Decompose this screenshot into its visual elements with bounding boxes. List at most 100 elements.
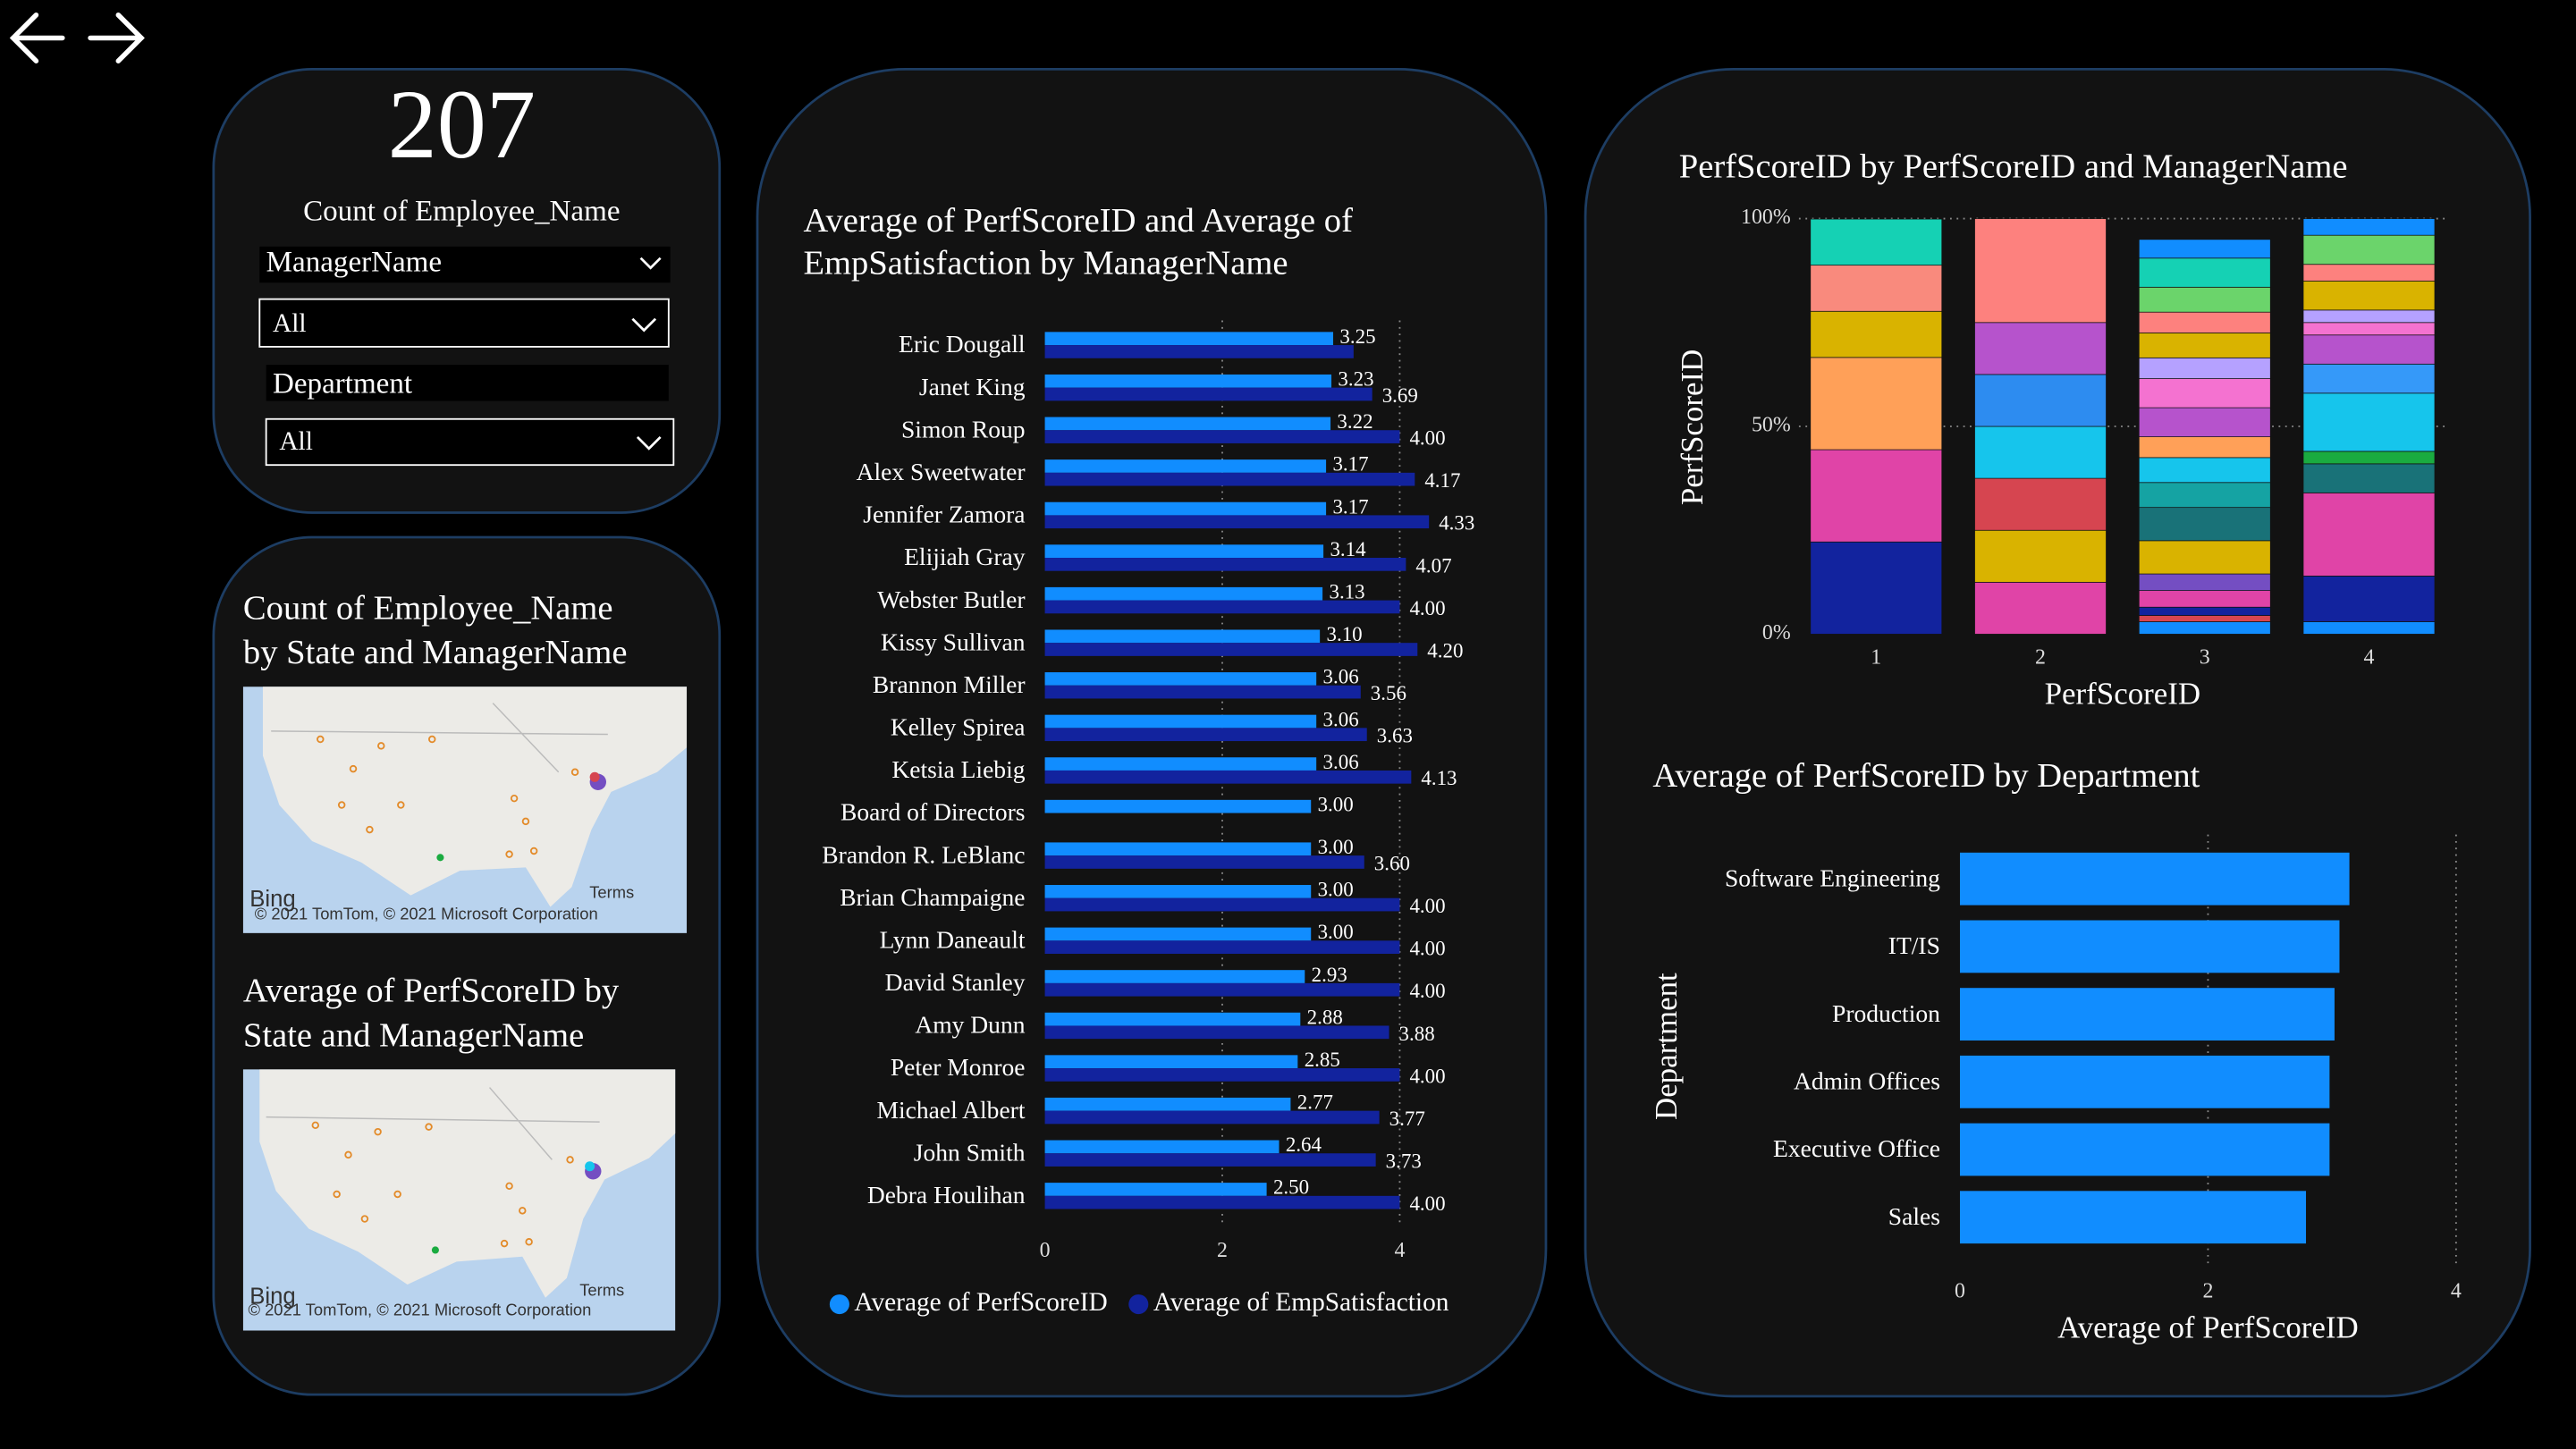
data-label: 4.17 [1424,469,1460,492]
y-tick-label: Brandon R. LeBlanc [822,840,1025,868]
bar-segment [1974,529,2107,583]
bar-segment [2138,239,2271,259]
chart-title: Average of PerfScoreID by Department [1652,757,2200,795]
data-label: 4.00 [1409,938,1445,960]
data-label: 3.17 [1332,495,1368,518]
data-label: 3.00 [1318,793,1354,815]
card-label: Count of Employee_Name [303,196,620,228]
data-label: 3.00 [1318,879,1354,901]
bar [1044,770,1412,784]
data-label: 3.60 [1374,852,1410,874]
x-axis-title: Average of PerfScoreID [2057,1310,2359,1345]
chart-title: Average of PerfScoreID and Average of [803,202,1353,240]
bar-segment [2138,621,2271,635]
map-terms[interactable]: Terms [589,883,634,902]
slicer-title: ManagerName [266,247,442,279]
y-tick-label: Kelley Spirea [891,713,1026,741]
bar [1044,970,1305,983]
bar-segment [2302,575,2436,622]
y-tick-label: 0% [1762,621,1791,644]
chevron[interactable] [639,257,662,270]
x-tick-label: 0 [1955,1280,1965,1303]
data-label: 2.85 [1305,1049,1340,1071]
bar [1959,988,2335,1041]
nav-forward[interactable] [88,12,145,63]
chevron[interactable] [631,317,657,333]
bar [1044,897,1400,912]
bar [1044,374,1332,388]
map-attribution: © 2021 TomTom, © 2021 Microsoft Corporat… [248,1300,591,1318]
bar [1044,472,1415,486]
x-tick-label: 2 [2202,1280,2213,1303]
map-title: Average of PerfScoreID by [243,973,620,1010]
bar-segment [2138,590,2271,608]
slicer-selection[interactable]: All [279,427,313,456]
bar [1044,586,1323,601]
bar [1959,1123,2330,1176]
panel [212,68,722,514]
data-label: 3.77 [1389,1108,1425,1130]
slicer-dropdown[interactable] [265,417,675,467]
chevron[interactable] [636,435,662,451]
data-label: 3.88 [1399,1023,1435,1045]
map-terms[interactable]: Terms [579,1280,624,1299]
data-label: 3.06 [1323,751,1359,773]
y-tick-label: Ketsia Liebig [891,755,1025,783]
bar [1044,842,1312,856]
x-tick-label: 2 [1217,1239,1228,1262]
data-label: 4.00 [1409,1065,1445,1087]
bar-segment [1974,374,2107,427]
bar [1044,544,1324,559]
data-label: 3.10 [1326,623,1362,645]
bar [1044,345,1354,358]
data-label: 3.63 [1377,725,1413,747]
bar [1044,1140,1280,1154]
legend-label: Average of PerfScoreID [854,1288,1107,1317]
bar-segment [2302,280,2436,311]
bar [1044,501,1327,516]
map-attribution: © 2021 TomTom, © 2021 Microsoft Corporat… [255,904,598,922]
bar [1044,927,1312,941]
bar-segment [2302,363,2436,394]
data-label: 3.73 [1386,1150,1422,1173]
bar [1044,417,1331,431]
slicer-dropdown[interactable] [258,298,670,348]
bar-segment [1974,477,2107,531]
bar [1044,1097,1291,1111]
bar [1959,1191,2307,1244]
bar-segment [2138,407,2271,438]
bar-segment [2302,309,2436,324]
chart-title: PerfScoreID by PerfScoreID and ManagerNa… [1679,147,2348,185]
bar-segment [2302,463,2436,493]
y-axis-title: Department [1649,973,1684,1120]
map-brand: Bing [249,887,295,912]
bar [1044,600,1400,614]
nav-back[interactable] [9,12,65,63]
bar-segment [2138,615,2271,622]
y-tick-label: 100% [1741,206,1791,229]
y-tick-label: Production [1832,999,1940,1027]
bar-segment [2302,493,2436,577]
y-tick-label: Janet King [919,373,1026,400]
x-tick-label: 0 [1040,1239,1051,1262]
bar [1044,855,1364,869]
y-tick-label: 50% [1752,414,1791,437]
bar-segment [2302,264,2436,282]
legend-swatch [829,1294,849,1315]
x-tick-label: 4 [2364,645,2375,669]
legend-swatch [1128,1294,1149,1315]
map[interactable] [242,687,688,933]
y-tick-label: Brannon Miller [873,670,1026,698]
y-tick-label: John Smith [914,1138,1026,1166]
data-label: 3.23 [1338,368,1373,391]
slicer-selection[interactable]: All [273,309,307,338]
y-tick-label: Sales [1888,1202,1940,1230]
bar-segment [2138,540,2271,575]
chart-title: EmpSatisfaction by ManagerName [803,245,1288,282]
map[interactable] [242,1069,676,1331]
x-tick-label: 4 [1394,1239,1405,1262]
y-tick-label: Amy Dunn [915,1011,1025,1039]
y-tick-label: Simon Roup [901,415,1026,442]
